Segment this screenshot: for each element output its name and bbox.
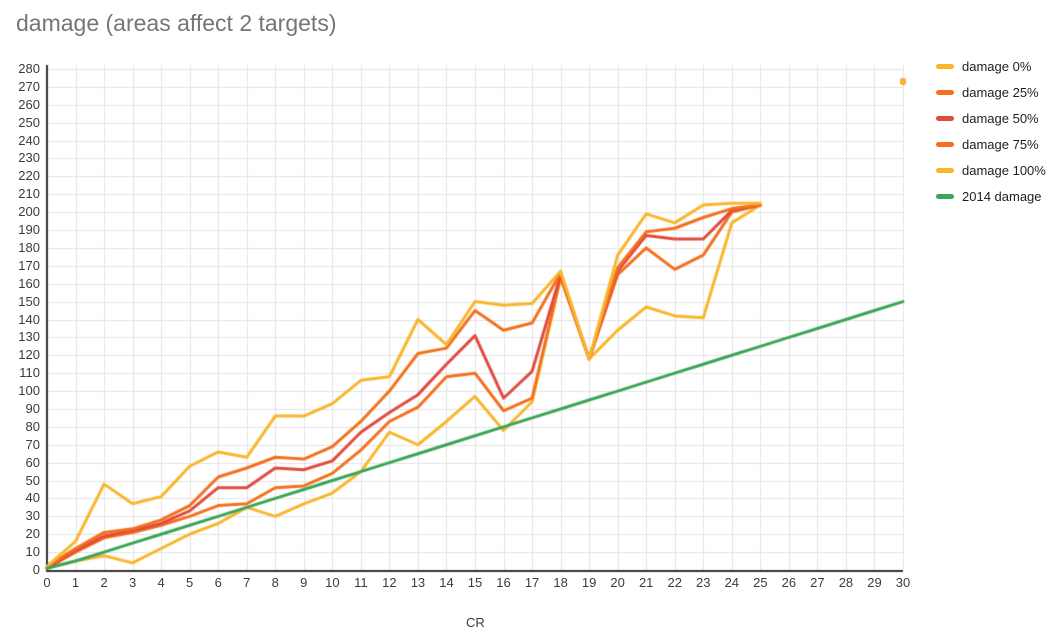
x-tick-label: 24 — [724, 575, 740, 590]
y-tick-label: 170 — [18, 257, 40, 273]
legend-swatch-icon — [936, 167, 954, 173]
legend-swatch-icon — [936, 141, 954, 147]
x-tick-label: 20 — [610, 575, 625, 590]
y-tick-label: 90 — [25, 400, 40, 416]
legend-item-damage-0-[interactable]: damage 0% — [936, 53, 1046, 79]
y-tick-label: 130 — [18, 329, 40, 345]
y-tick-label: 110 — [19, 365, 40, 381]
y-tick-label: 230 — [18, 150, 40, 166]
x-tick-label: 6 — [214, 575, 222, 590]
legend-item-2014-damage[interactable]: 2014 damage — [936, 183, 1046, 209]
legend-label: damage 50% — [962, 110, 1039, 126]
legend-item-damage-75-[interactable]: damage 75% — [936, 131, 1046, 157]
x-tick-label: 9 — [300, 575, 308, 590]
x-tick-label: 3 — [128, 575, 137, 590]
x-tick-label: 22 — [667, 575, 682, 590]
y-tick-label: 160 — [18, 275, 40, 291]
x-tick-label: 10 — [325, 575, 340, 590]
y-tick-label: 250 — [18, 114, 40, 130]
x-tick-label: 1 — [71, 575, 80, 590]
legend-label: 2014 damage — [962, 188, 1042, 204]
x-tick-label: 4 — [157, 575, 165, 590]
x-tick-label: 13 — [410, 575, 426, 590]
y-tick-label: 220 — [18, 168, 40, 184]
y-tick-label: 50 — [25, 472, 40, 488]
legend-item-damage-50-[interactable]: damage 50% — [936, 105, 1046, 131]
legend-label: damage 25% — [962, 84, 1039, 100]
legend-swatch-icon — [936, 193, 954, 199]
legend-label: damage 75% — [962, 136, 1039, 152]
x-tick-label: 2 — [100, 575, 108, 590]
y-tick-label: 60 — [25, 454, 40, 470]
y-tick-label: 120 — [18, 347, 40, 363]
y-tick-label: 10 — [25, 544, 40, 560]
y-tick-label: 210 — [18, 186, 40, 202]
y-tick-label: 190 — [18, 222, 40, 238]
y-tick-label: 140 — [18, 311, 40, 327]
x-tick-label: 25 — [753, 575, 768, 590]
x-tick-label: 29 — [867, 575, 882, 590]
chart-legend: damage 0% damage 25% damage 50% damage 75% d… — [936, 53, 1046, 209]
x-tick-label: 23 — [696, 575, 711, 590]
x-tick-label: 14 — [439, 575, 454, 590]
legend-swatch-icon — [936, 115, 954, 121]
x-tick-label: 26 — [781, 575, 797, 590]
x-tick-label: 7 — [243, 575, 251, 590]
x-tick-label: 15 — [467, 575, 483, 590]
x-tick-label: 0 — [43, 575, 51, 590]
legend-swatch-icon — [936, 89, 954, 95]
y-tick-label: 70 — [25, 436, 40, 452]
x-axis-title: CR — [466, 615, 485, 630]
legend-swatch-icon — [936, 63, 954, 69]
y-tick-label: 20 — [25, 526, 40, 542]
x-tick-label: 18 — [553, 575, 568, 590]
x-tick-label: 30 — [895, 575, 911, 590]
y-tick-label: 270 — [18, 78, 40, 94]
y-tick-label: 200 — [18, 204, 40, 220]
y-tick-label: 150 — [18, 293, 40, 309]
x-tick-label: 19 — [581, 575, 597, 590]
x-tick-label: 11 — [354, 575, 368, 590]
y-tick-label: 180 — [18, 239, 40, 255]
legend-label: damage 0% — [962, 58, 1032, 74]
y-tick-label: 40 — [25, 490, 40, 506]
y-tick-label: 100 — [18, 383, 40, 399]
y-tick-label: 260 — [18, 96, 40, 112]
x-tick-label: 21 — [638, 575, 654, 590]
x-tick-label: 28 — [838, 575, 854, 590]
chart-title: damage (areas affect 2 targets) — [16, 10, 337, 36]
x-tick-label: 5 — [186, 575, 194, 590]
legend-item-damage-25-[interactable]: damage 25% — [936, 79, 1046, 105]
x-tick-label: 16 — [496, 575, 511, 590]
y-tick-label: 0 — [32, 562, 40, 577]
x-tick-label: 27 — [810, 575, 825, 590]
legend-label: damage 100% — [962, 162, 1046, 178]
y-tick-label: 80 — [25, 418, 40, 434]
y-tick-label: 30 — [25, 508, 40, 524]
legend-item-damage-100-[interactable]: damage 100% — [936, 157, 1046, 183]
x-tick-label: 17 — [524, 575, 540, 590]
x-tick-label: 12 — [382, 575, 397, 590]
x-tick-label: 8 — [271, 575, 279, 590]
y-tick-label: 280 — [18, 61, 40, 76]
y-tick-label: 240 — [18, 132, 40, 148]
